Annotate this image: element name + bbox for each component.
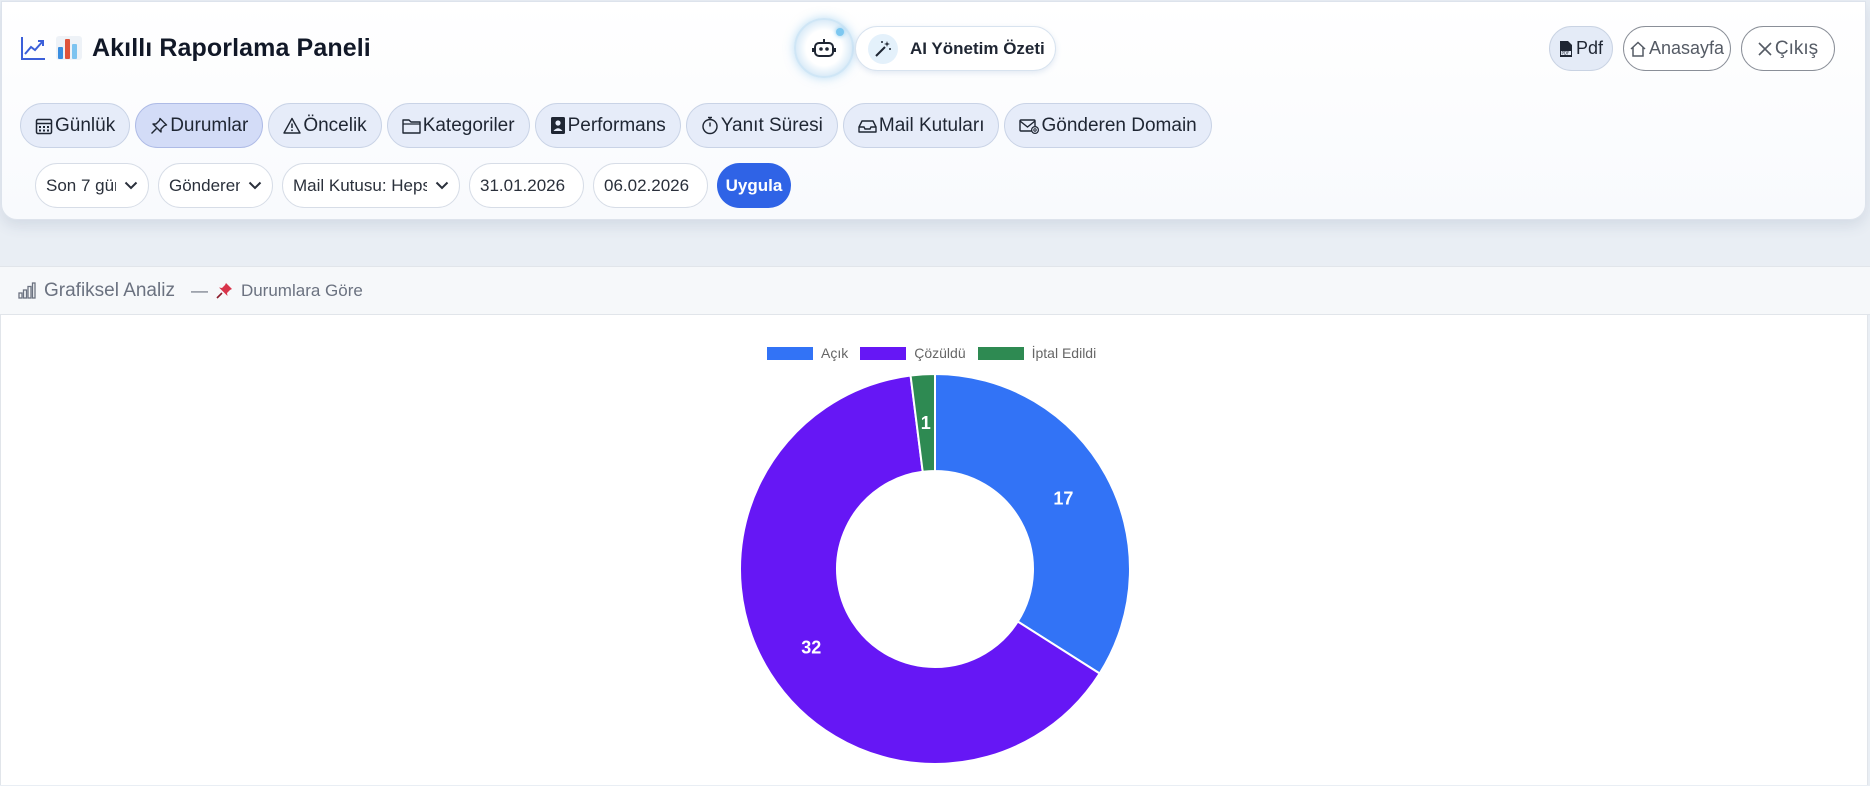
status-dot [836, 28, 844, 36]
tab-label: Öncelik [303, 114, 367, 136]
pin-icon [151, 117, 168, 134]
chevron-down-icon [124, 181, 138, 190]
brand: Akıllı Raporlama Paneli [20, 32, 371, 64]
legend-item[interactable]: Açık [767, 345, 848, 361]
pdf-button[interactable]: PDF Pdf [1549, 26, 1613, 71]
chevron-down-icon [435, 181, 449, 190]
analysis-title: Grafiksel Analiz [44, 279, 175, 301]
mailbox-select[interactable]: Mail Kutusu: Hepsi [282, 163, 460, 208]
legend-label: Açık [821, 345, 849, 361]
tab-kategoriler[interactable]: Kategoriler [386, 103, 530, 148]
mail-at-icon [1019, 118, 1040, 134]
legend-item[interactable]: Çözüldü [860, 345, 966, 361]
warning-icon [283, 117, 302, 134]
period-select[interactable]: Son 7 gün [35, 163, 149, 208]
stopwatch-icon [702, 116, 718, 135]
apply-button[interactable]: Uygula [717, 163, 791, 208]
home-button[interactable]: Anasayfa [1623, 26, 1731, 71]
home-icon [1630, 40, 1646, 57]
legend-label: İptal Edildi [1031, 345, 1097, 361]
exit-label: Çıkış [1774, 37, 1819, 59]
folder-icon [401, 118, 421, 134]
tab-label: Yanıt Süresi [720, 114, 823, 136]
slice-value-label: 17 [1053, 488, 1073, 508]
pdf-file-icon: PDF [1559, 40, 1572, 57]
chevron-down-icon [248, 181, 262, 190]
ai-summary-button[interactable]: AI Yönetim Özeti [855, 26, 1056, 71]
bar-chart-icon [56, 36, 82, 60]
period-value: Son 7 gün [46, 175, 116, 195]
status-donut-chart: 17 32 1 [739, 372, 1131, 766]
calendar-icon [35, 118, 53, 134]
tab-gunluk[interactable]: Günlük [20, 103, 131, 148]
end-date-input[interactable]: 06.02.2026 [593, 163, 708, 208]
tab-label: Durumlar [170, 114, 249, 136]
robot-icon [812, 39, 836, 57]
inbox-icon [858, 119, 877, 133]
ai-assistant-button[interactable] [794, 18, 854, 78]
tab-label: Gönderen Domain [1041, 114, 1197, 136]
donut-slice[interactable] [909, 372, 936, 473]
donut-slice[interactable] [934, 372, 1131, 675]
tab-label: Performans [567, 114, 666, 136]
exit-button[interactable]: Çıkış [1741, 26, 1835, 71]
page-title: Akıllı Raporlama Paneli [92, 33, 371, 62]
trend-chart-icon [20, 35, 46, 61]
legend-swatch [860, 346, 907, 360]
badge-icon [550, 117, 565, 134]
legend-item[interactable]: İptal Edildi [977, 345, 1097, 361]
tab-gonderen-domain[interactable]: Gönderen Domain [1004, 103, 1212, 148]
analysis-subtitle-group: — Durumlara Göre [191, 281, 363, 301]
chart-container: Açık Çözüldü İptal Edildi 17 32 1 [0, 315, 1868, 785]
home-label: Anasayfa [1648, 38, 1725, 58]
pdf-label: Pdf [1575, 38, 1604, 58]
ai-summary-label: AI Yönetim Özeti [910, 38, 1045, 58]
tab-label: Mail Kutuları [878, 114, 985, 136]
sender-value: Gönderen [169, 175, 240, 195]
legend-swatch [767, 346, 813, 360]
tab-label: Kategoriler [422, 114, 515, 136]
tab-label: Günlük [55, 114, 116, 136]
pushpin-icon [216, 283, 232, 299]
tab-performans[interactable]: Performans [534, 103, 681, 148]
report-tabs: Günlük Durumlar Öncelik Kategoriler Perf… [20, 103, 1212, 148]
slice-value-label: 1 [921, 413, 931, 433]
slice-value-label: 32 [801, 637, 821, 657]
legend-label: Çözüldü [914, 345, 966, 361]
start-date-input[interactable]: 31.01.2026 [469, 163, 584, 208]
magic-wand-icon [868, 33, 898, 64]
analysis-header: Grafiksel Analiz — Durumlara Göre [0, 266, 1870, 315]
svg-text:PDF: PDF [1561, 50, 1569, 55]
chart-legend: Açık Çözüldü İptal Edildi [767, 345, 1096, 361]
separator: — [190, 280, 208, 300]
header-actions: PDF Pdf Anasayfa Çıkış [1549, 26, 1835, 71]
close-icon [1758, 41, 1772, 56]
sender-select[interactable]: Gönderen [158, 163, 273, 208]
legend-swatch [977, 346, 1024, 360]
bar-chart-icon [18, 282, 36, 299]
tab-oncelik[interactable]: Öncelik [268, 103, 382, 148]
donut-slice[interactable] [739, 374, 1102, 766]
filter-bar: Son 7 gün Gönderen Mail Kutusu: Hepsi 31… [35, 163, 791, 208]
tab-yanit-suresi[interactable]: Yanıt Süresi [685, 103, 838, 148]
analysis-subtitle: Durumlara Göre [240, 280, 363, 300]
tab-mail-kutulari[interactable]: Mail Kutuları [842, 103, 1000, 148]
report-header-card: Akıllı Raporlama Paneli AI Yönetim Özeti… [1, 1, 1866, 220]
tab-durumlar[interactable]: Durumlar [135, 103, 264, 148]
mailbox-value: Mail Kutusu: Hepsi [293, 175, 427, 195]
